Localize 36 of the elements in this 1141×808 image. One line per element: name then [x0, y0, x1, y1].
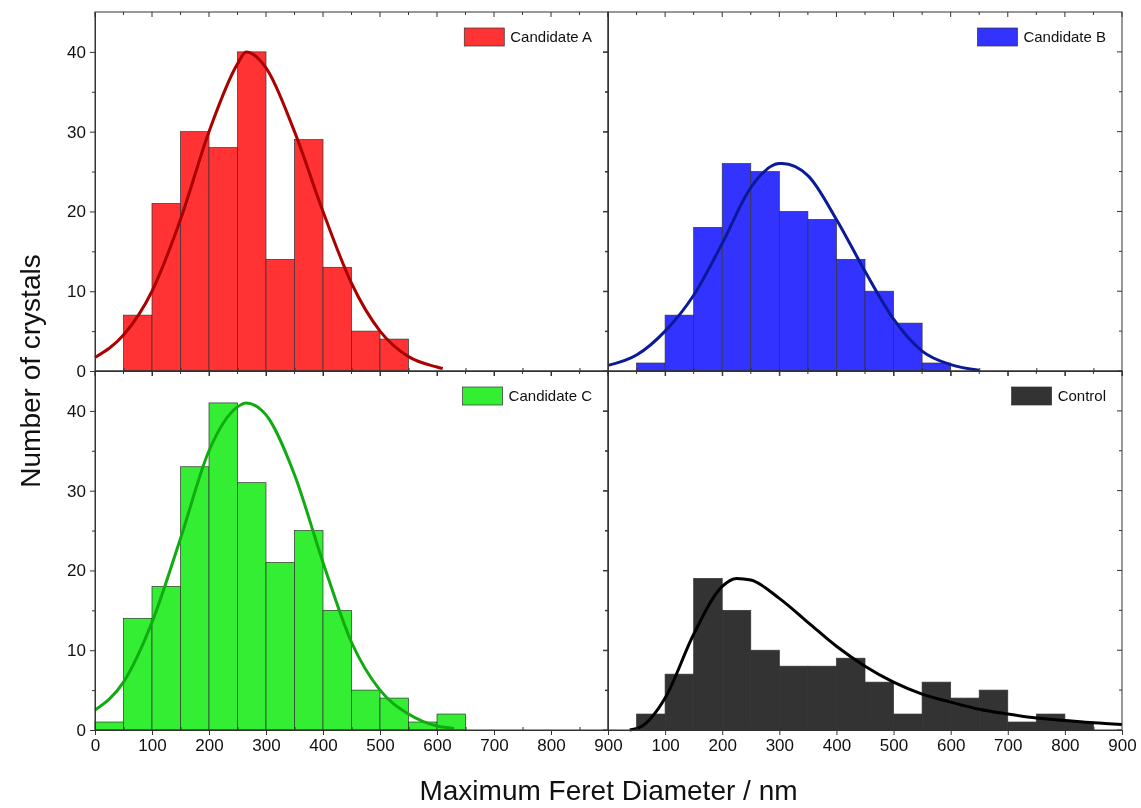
y-axis-title: Number of crystals [15, 254, 46, 488]
x-tick-label: 500 [366, 736, 395, 756]
x-tick-label: 600 [936, 736, 966, 756]
x-tick-label: 400 [822, 736, 852, 756]
x-tick-label: 700 [480, 736, 509, 756]
y-tick-label: 40 [67, 42, 86, 62]
x-tick-label: 300 [765, 736, 795, 756]
x-tick-label: 200 [708, 736, 737, 756]
x-tick-label: 800 [537, 736, 566, 756]
x-tick-label: 200 [195, 736, 224, 756]
y-tick-label: 20 [67, 202, 86, 222]
y-tick-label: 40 [67, 401, 86, 421]
x-tick-label: 500 [879, 736, 909, 756]
legend-label: Control [1057, 387, 1106, 404]
x-axis-title: Maximum Feret Diameter / nm [419, 775, 798, 806]
x-tick-label: 800 [1051, 736, 1080, 756]
y-tick-label: 30 [67, 122, 86, 142]
y-tick-label: 10 [67, 641, 86, 661]
x-tick-label: 0 [90, 736, 101, 756]
x-tick-label: 600 [423, 736, 452, 756]
legend-label: Candidate C [508, 387, 593, 404]
x-tick-label: 700 [994, 736, 1023, 756]
x-tick-label: 400 [309, 736, 338, 756]
y-tick-label: 20 [67, 561, 86, 581]
x-tick-label: 100 [138, 736, 167, 756]
line-series [93, 50, 445, 371]
x-tick-label: 300 [252, 736, 281, 756]
y-tick-label: 0 [76, 361, 86, 381]
y-tick-label: 10 [67, 282, 86, 302]
y-tick-label: 30 [67, 481, 86, 501]
x-tick-label: 100 [651, 736, 680, 756]
x-tick-label: 900 [594, 736, 623, 756]
y-tick-label: 0 [76, 720, 86, 740]
legend-label: Candidate B [1023, 28, 1106, 45]
x-tick-label: 900 [1108, 736, 1137, 756]
legend-label: Candidate A [510, 28, 592, 45]
